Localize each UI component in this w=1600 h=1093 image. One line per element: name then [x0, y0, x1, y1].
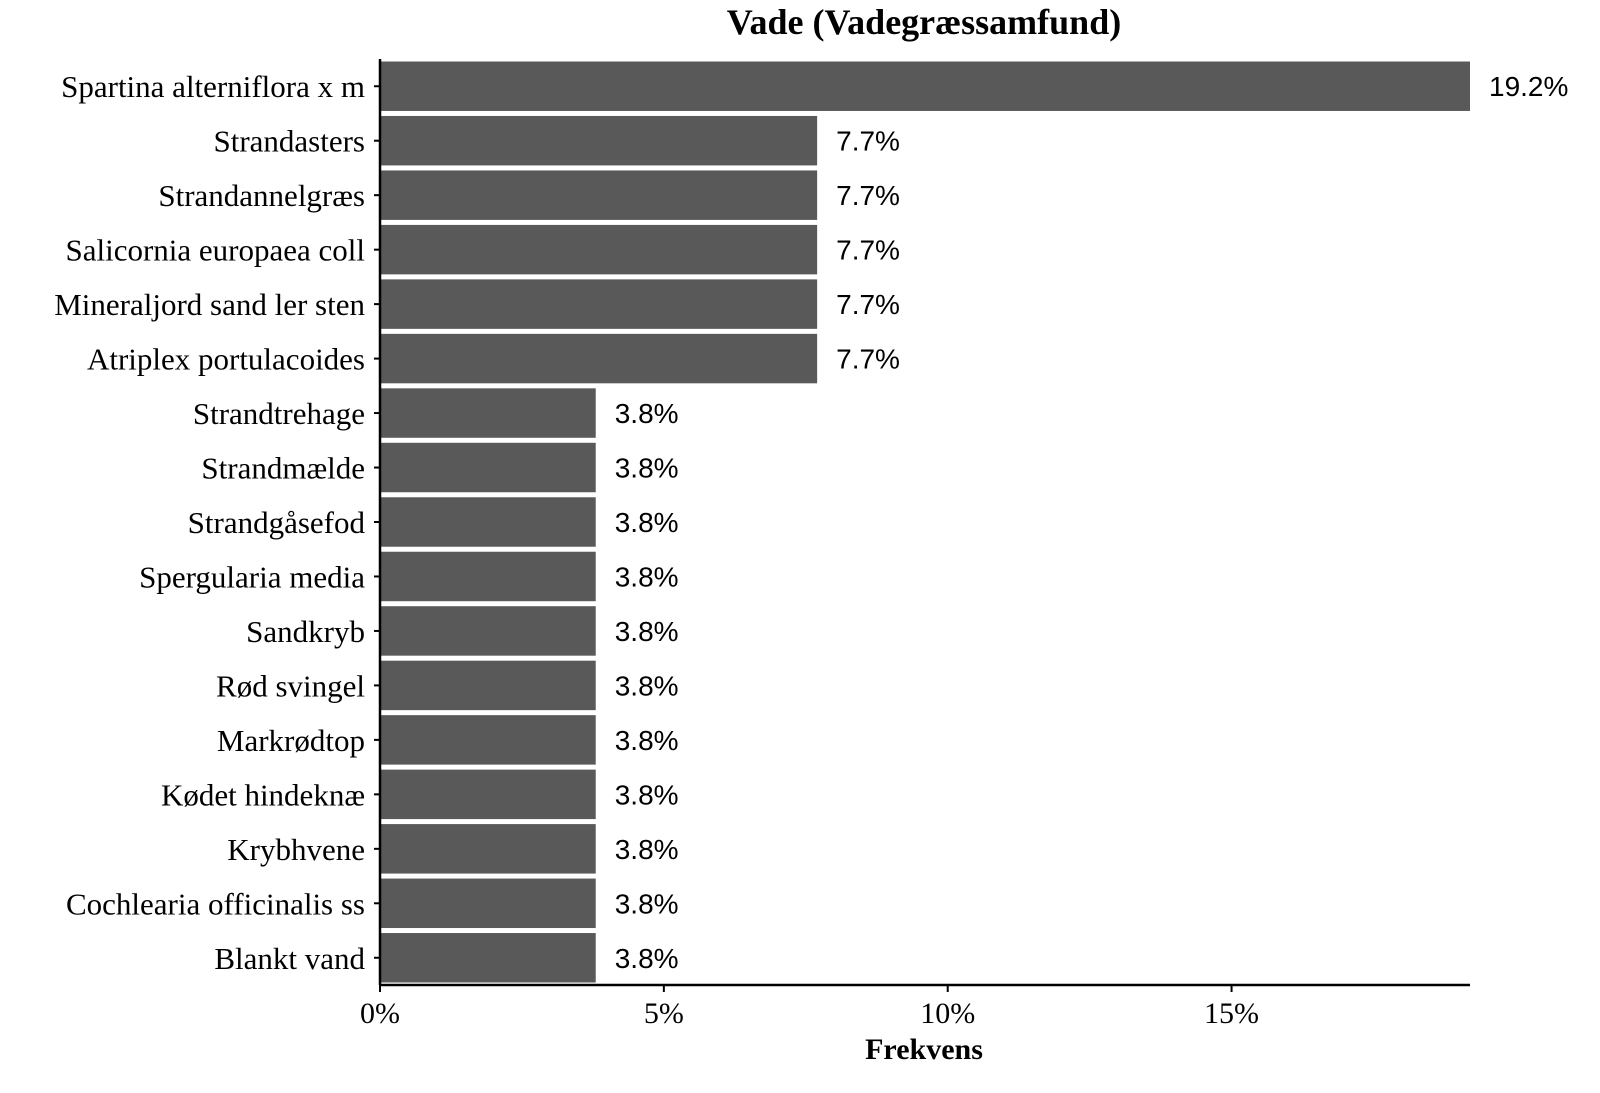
- bar: [380, 497, 596, 547]
- category-label: Mineraljord sand ler sten: [54, 287, 365, 322]
- bar: [380, 715, 596, 765]
- x-tick-label: 0%: [360, 997, 400, 1030]
- x-axis: 0% 5% 10% 15%: [360, 983, 1470, 1030]
- bar: [380, 660, 596, 711]
- bar-value-label: 3.8%: [615, 561, 679, 592]
- bar-value-label: 7.7%: [836, 289, 900, 320]
- category-label: Strandannelgræs: [158, 178, 365, 213]
- category-label: Blankt vand: [214, 941, 365, 976]
- chart-title: Vade (Vadegræssamfund): [727, 2, 1121, 42]
- bar: [380, 824, 596, 874]
- category-label: Kødet hindeknæ: [161, 777, 365, 812]
- bar: [380, 61, 1470, 111]
- y-axis: Spartina alterniflora x m Strandasters Str…: [54, 59, 382, 985]
- bar-value-label: 3.8%: [615, 943, 679, 974]
- bar-value-label: 7.7%: [836, 235, 900, 266]
- bar-value-label: 3.8%: [615, 398, 679, 429]
- bar-value-labels: 19.2% 7.7% 7.7% 7.7% 7.7% 7.7% 3.8% 3.8% 3.8% 3.8…: [615, 71, 1569, 974]
- bar-value-label: 3.8%: [615, 725, 679, 756]
- category-label: Strandgåsefod: [188, 505, 366, 540]
- category-label: Strandtrehage: [193, 396, 365, 431]
- bar-value-label: 3.8%: [615, 507, 679, 538]
- x-axis-title: Frekvens: [865, 1033, 983, 1066]
- bar: [380, 933, 596, 983]
- bar: [380, 442, 596, 493]
- category-label: Markrødtop: [217, 723, 365, 758]
- bar-value-label: 3.8%: [615, 888, 679, 919]
- category-label: Strandasters: [213, 124, 365, 159]
- bar-value-label: 7.7%: [836, 344, 900, 375]
- bar-value-label: 3.8%: [615, 453, 679, 484]
- category-label: Spergularia media: [139, 559, 365, 594]
- bar-value-label: 7.7%: [836, 180, 900, 211]
- x-tick-label: 15%: [1204, 997, 1259, 1030]
- bar-value-label: 7.7%: [836, 126, 900, 157]
- bar: [380, 333, 818, 384]
- bar-value-label: 3.8%: [615, 616, 679, 647]
- category-label: Salicornia europaea coll: [65, 233, 365, 268]
- bar-value-label: 3.8%: [615, 779, 679, 810]
- bar-value-label: 3.8%: [615, 670, 679, 701]
- category-label: Rød svingel: [216, 668, 365, 703]
- bar-value-label: 19.2%: [1489, 71, 1568, 102]
- category-label: Atriplex portulacoides: [87, 342, 365, 377]
- bar: [380, 388, 596, 438]
- bar: [380, 878, 596, 929]
- bar: [380, 279, 818, 329]
- bar: [380, 224, 818, 275]
- bar: [380, 170, 818, 220]
- category-label: Sandkryb: [246, 614, 365, 649]
- bar: [380, 769, 596, 820]
- bars-group: [380, 61, 1470, 983]
- x-tick-label: 5%: [644, 997, 684, 1030]
- category-label: Cochlearia officinalis ss: [66, 886, 365, 921]
- bar-value-label: 3.8%: [615, 834, 679, 865]
- bar: [380, 115, 818, 166]
- x-tick-label: 10%: [920, 997, 975, 1030]
- category-label: Strandmælde: [201, 451, 365, 486]
- category-label: Krybhvene: [227, 832, 365, 867]
- bar: [380, 606, 596, 656]
- category-label: Spartina alterniflora x m: [61, 69, 365, 104]
- bar: [380, 551, 596, 602]
